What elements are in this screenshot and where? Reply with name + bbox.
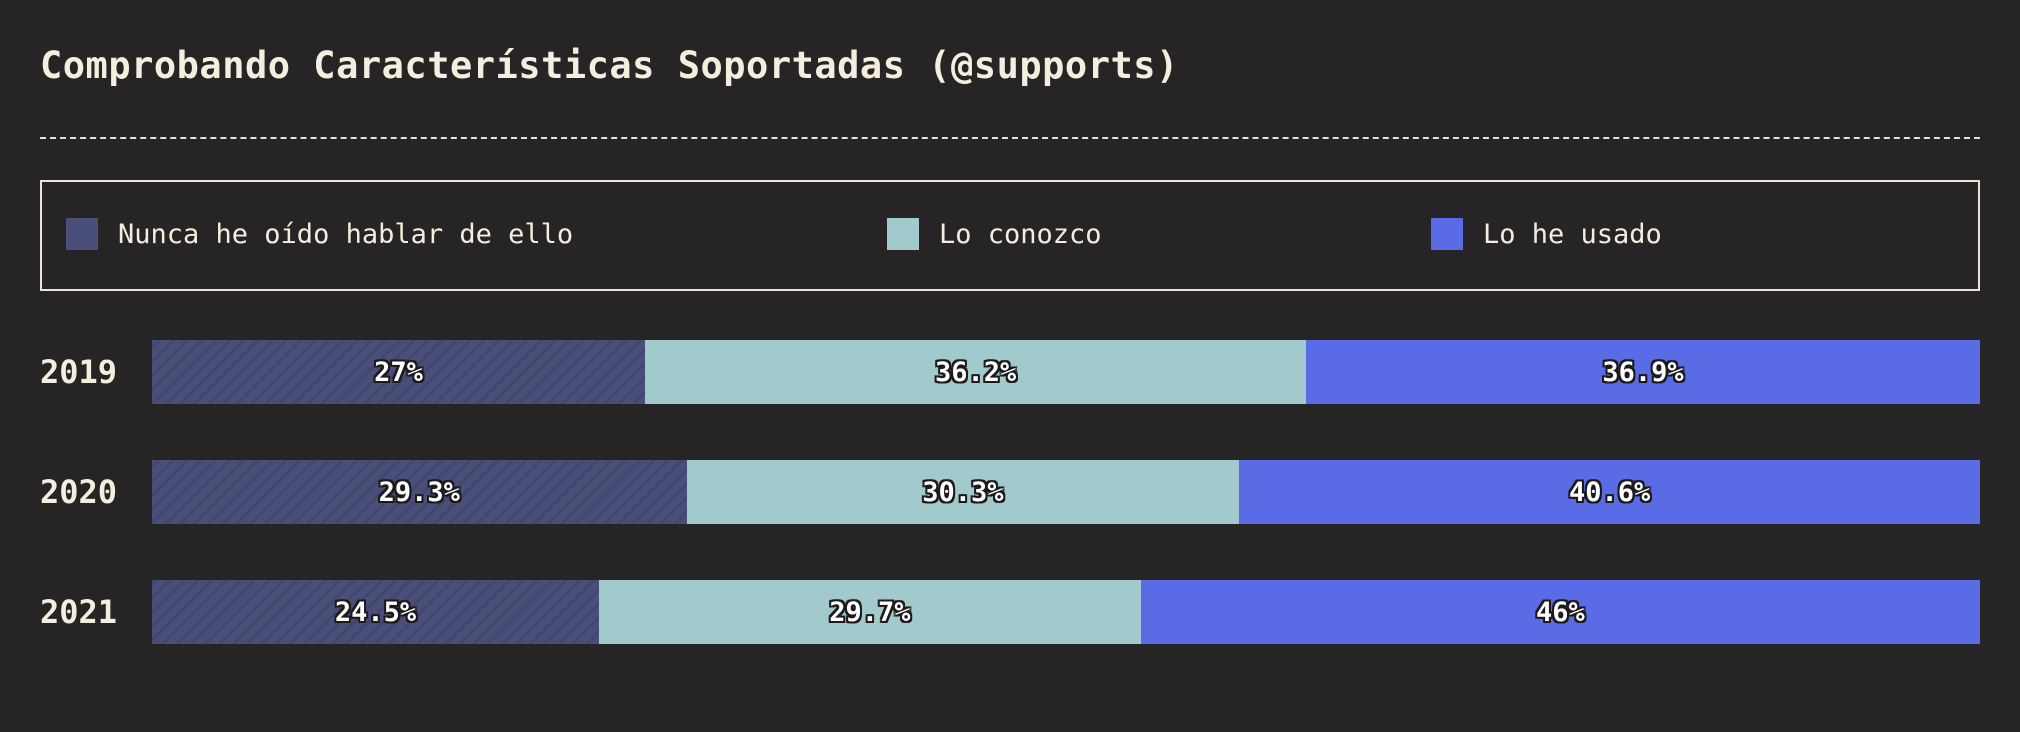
legend-label: Nunca he oído hablar de ello xyxy=(118,218,574,250)
bar-segment-never-heard-2021[interactable]: 24.5% xyxy=(152,580,599,644)
bar-segment-used-it-2020[interactable]: 40.6% xyxy=(1239,460,1980,524)
row-label-2020: 2020 xyxy=(40,473,118,511)
bar-row-2020: 29.3% 30.3% 40.6% xyxy=(152,460,1980,524)
legend-label: Lo he usado xyxy=(1483,218,1662,250)
row-label-2021: 2021 xyxy=(40,593,118,631)
legend: Nunca he oído hablar de ello Lo conozco … xyxy=(40,180,1980,291)
chart-title: Comprobando Características Soportadas (… xyxy=(40,44,1179,87)
bar-row-2021: 24.5% 29.7% 46% xyxy=(152,580,1980,644)
data-label: 36.2% xyxy=(934,356,1017,388)
legend-swatch xyxy=(1431,218,1463,250)
data-label: 46% xyxy=(1535,596,1585,628)
bar-segment-know-it-2019[interactable]: 36.2% xyxy=(645,340,1307,404)
data-label: 40.6% xyxy=(1568,476,1651,508)
legend-swatch xyxy=(887,218,919,250)
data-label: 24.5% xyxy=(334,596,417,628)
data-label: 29.3% xyxy=(378,476,460,508)
legend-item-used-it[interactable]: Lo he usado xyxy=(1431,218,1662,250)
bar-segment-know-it-2020[interactable]: 30.3% xyxy=(686,460,1240,524)
bar-segment-know-it-2021[interactable]: 29.7% xyxy=(598,580,1141,644)
legend-item-never-heard[interactable]: Nunca he oído hablar de ello xyxy=(66,218,573,250)
bar-segment-never-heard-2020[interactable]: 29.3% xyxy=(152,460,687,524)
bar-segment-used-it-2019[interactable]: 36.9% xyxy=(1306,340,1980,404)
data-label: 27% xyxy=(374,356,423,388)
bar-segment-used-it-2021[interactable]: 46% xyxy=(1140,580,1980,644)
legend-swatch xyxy=(66,218,98,250)
data-label: 30.3% xyxy=(922,476,1004,508)
data-label: 36.9% xyxy=(1602,356,1684,388)
row-label-2019: 2019 xyxy=(40,353,118,391)
legend-label: Lo conozco xyxy=(939,218,1102,250)
bar-segment-never-heard-2019[interactable]: 27% xyxy=(152,340,646,404)
title-divider xyxy=(40,137,1980,139)
legend-item-know-it[interactable]: Lo conozco xyxy=(887,218,1102,250)
data-label: 29.7% xyxy=(829,596,911,628)
bar-row-2019: 27% 36.2% 36.9% xyxy=(152,340,1980,404)
